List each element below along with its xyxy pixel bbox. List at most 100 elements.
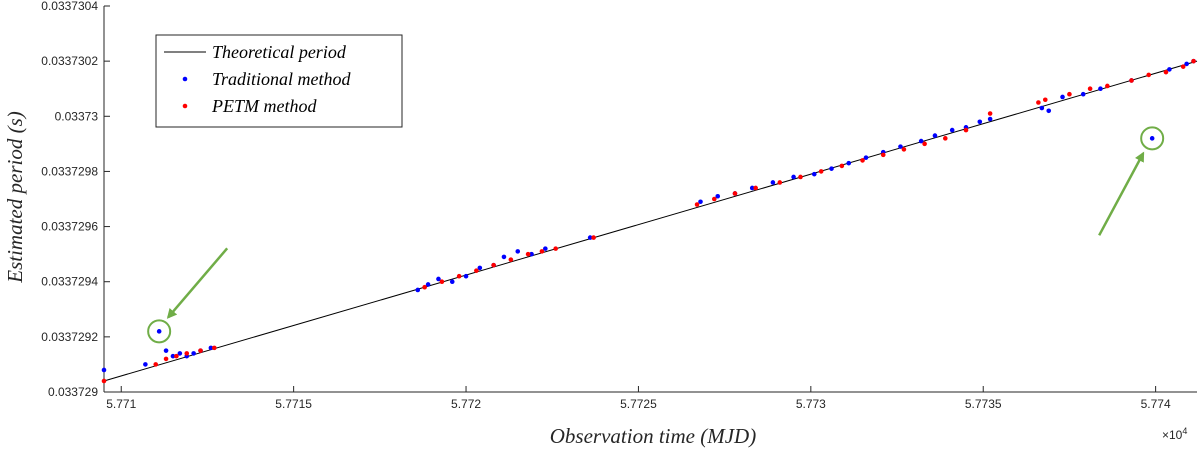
data-point xyxy=(1163,69,1169,75)
data-point xyxy=(932,133,938,138)
data-point xyxy=(918,138,924,144)
y-tick-label: 0.0337296 xyxy=(41,220,98,234)
data-point xyxy=(1180,64,1186,69)
data-point xyxy=(1105,83,1110,89)
legend-box xyxy=(155,34,403,128)
data-point xyxy=(798,174,803,180)
data-point xyxy=(170,353,176,359)
series-line-theoretical-period xyxy=(103,60,1198,382)
x-tick-label: 5.7725 xyxy=(620,397,657,411)
data-point xyxy=(732,191,738,196)
data-point xyxy=(1184,61,1189,67)
data-point xyxy=(818,169,824,174)
data-point xyxy=(1042,97,1048,103)
data-point xyxy=(880,152,886,158)
data-point xyxy=(456,273,462,279)
data-point xyxy=(543,246,548,251)
data-point xyxy=(525,251,531,257)
data-point xyxy=(591,235,596,240)
data-point xyxy=(174,353,179,359)
data-point xyxy=(1060,94,1065,100)
x-exponent-label: ×104 xyxy=(1162,426,1187,442)
data-point xyxy=(212,345,217,351)
y-tick-label: 0.033729 xyxy=(48,385,98,399)
y-axis-label: Estimated period (s) xyxy=(3,111,27,283)
tick-labels: 5.771 5.7715 5.772 5.7725 5.773 5.7735 5.774 0.… xyxy=(41,0,1171,411)
data-point xyxy=(415,287,421,293)
outlier-circle-left xyxy=(147,319,172,344)
data-point xyxy=(963,127,969,133)
data-marks xyxy=(101,58,1198,384)
x-tick-label: 5.773 xyxy=(796,397,826,411)
x-tick-label: 5.7735 xyxy=(965,397,1002,411)
data-point xyxy=(715,193,721,199)
axes xyxy=(103,5,1197,393)
data-point xyxy=(101,378,107,384)
data-point xyxy=(839,163,845,169)
data-point xyxy=(846,160,852,166)
data-point xyxy=(977,119,983,125)
legend-swatch xyxy=(182,103,188,109)
legend-swatch xyxy=(182,76,188,82)
data-point xyxy=(477,265,483,271)
data-point xyxy=(474,268,479,273)
data-point xyxy=(553,246,558,251)
data-point xyxy=(539,249,545,254)
x-axis-label: Observation time (MJD) xyxy=(550,424,756,448)
data-point xyxy=(501,254,507,260)
y-tick-label: 0.0337304 xyxy=(41,0,98,13)
data-point xyxy=(153,362,159,367)
x-exponent-base: ×10 xyxy=(1162,428,1183,442)
data-point xyxy=(101,367,107,373)
x-tick-label: 5.772 xyxy=(451,397,481,411)
data-point xyxy=(587,235,593,240)
x-tick-label: 5.7715 xyxy=(275,397,312,411)
data-point xyxy=(439,279,445,285)
data-point xyxy=(1167,67,1172,72)
data-point xyxy=(156,329,162,334)
data-point xyxy=(177,351,183,356)
data-point xyxy=(863,155,869,160)
data-point xyxy=(1129,78,1134,83)
legend-label: Theoretical period xyxy=(212,42,347,62)
y-tick-label: 0.0337294 xyxy=(41,275,98,289)
data-point xyxy=(942,136,948,141)
data-point xyxy=(1191,58,1196,64)
data-point xyxy=(1036,100,1041,105)
data-point xyxy=(422,284,427,290)
data-point xyxy=(791,174,796,180)
data-point xyxy=(860,158,865,163)
x-exponent-power: 4 xyxy=(1182,426,1187,436)
data-point xyxy=(436,276,441,282)
data-point xyxy=(1067,91,1072,97)
legend: Theoretical period Traditional method PETM… xyxy=(155,34,403,128)
data-point xyxy=(987,116,993,122)
data-point xyxy=(508,257,514,262)
y-tick-label: 0.0337298 xyxy=(41,164,98,178)
data-point xyxy=(208,345,214,351)
data-point xyxy=(829,166,834,171)
data-point xyxy=(898,144,903,149)
data-point xyxy=(198,348,203,353)
data-point xyxy=(163,348,169,353)
data-point xyxy=(694,202,700,207)
data-point xyxy=(425,282,431,287)
x-tick-label: 5.774 xyxy=(1141,397,1171,411)
data-point xyxy=(449,279,455,285)
data-point xyxy=(711,196,717,202)
data-point xyxy=(1098,86,1103,92)
data-point xyxy=(811,171,817,177)
data-point xyxy=(1149,136,1155,141)
y-tick-label: 0.0337302 xyxy=(41,54,98,68)
y-tick-label: 0.0337292 xyxy=(41,330,98,344)
y-tick-label: 0.03373 xyxy=(55,109,99,123)
data-point xyxy=(491,262,496,268)
data-point xyxy=(777,180,783,185)
data-point xyxy=(770,180,776,185)
pointer-arrow xyxy=(1098,151,1145,236)
data-point xyxy=(1080,91,1086,97)
data-point xyxy=(922,141,927,147)
outlier-circle-right xyxy=(1140,126,1165,151)
x-tick-label: 5.771 xyxy=(106,397,136,411)
